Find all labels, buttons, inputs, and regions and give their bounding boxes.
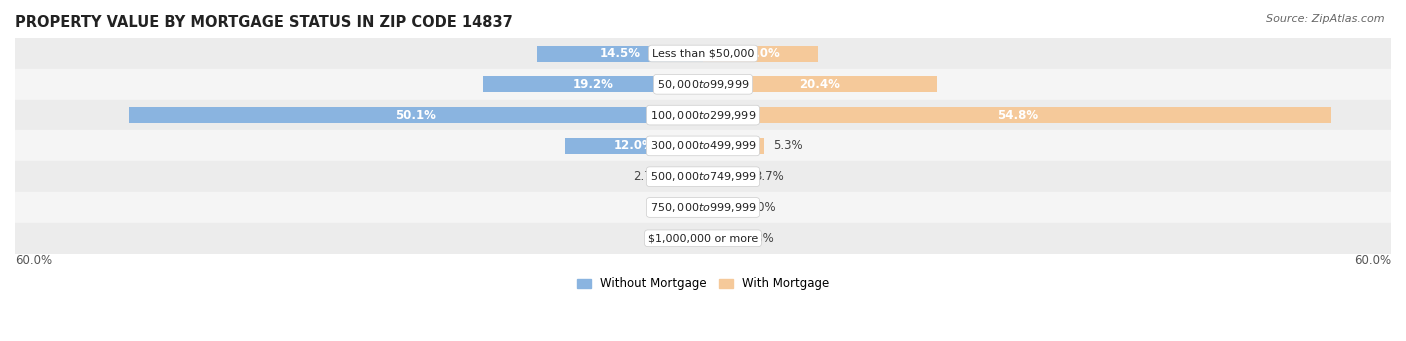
Text: 3.7%: 3.7% [755,170,785,183]
Bar [703,230,735,246]
Text: Source: ZipAtlas.com: Source: ZipAtlas.com [1267,14,1385,24]
Text: 60.0%: 60.0% [15,254,52,267]
Text: $100,000 to $299,999: $100,000 to $299,999 [650,108,756,122]
Bar [565,138,703,154]
Bar [15,161,1391,192]
Bar [15,69,1391,100]
Bar [703,107,1331,123]
Text: Less than $50,000: Less than $50,000 [652,48,754,59]
Legend: Without Mortgage, With Mortgage: Without Mortgage, With Mortgage [572,273,834,295]
Text: 54.8%: 54.8% [997,108,1038,122]
Bar [15,192,1391,223]
Bar [703,76,936,92]
Text: 50.1%: 50.1% [395,108,436,122]
Text: PROPERTY VALUE BY MORTGAGE STATUS IN ZIP CODE 14837: PROPERTY VALUE BY MORTGAGE STATUS IN ZIP… [15,15,513,30]
Text: 2.8%: 2.8% [744,232,775,245]
Text: 12.0%: 12.0% [614,139,655,152]
Text: 10.0%: 10.0% [740,47,780,60]
Text: 19.2%: 19.2% [572,78,613,91]
Bar [703,169,745,185]
Bar [703,199,737,216]
Text: 0.25%: 0.25% [654,201,690,214]
Bar [700,199,703,216]
Bar [128,107,703,123]
Text: $50,000 to $99,999: $50,000 to $99,999 [657,78,749,91]
Bar [688,230,703,246]
Text: 3.0%: 3.0% [747,201,776,214]
Text: 5.3%: 5.3% [773,139,803,152]
Bar [703,138,763,154]
Bar [537,45,703,61]
Bar [672,169,703,185]
Bar [703,45,818,61]
Text: 60.0%: 60.0% [1354,254,1391,267]
Text: $750,000 to $999,999: $750,000 to $999,999 [650,201,756,214]
Bar [15,223,1391,254]
Text: 1.3%: 1.3% [650,232,679,245]
Text: 20.4%: 20.4% [800,78,841,91]
Text: 14.5%: 14.5% [599,47,640,60]
Text: 2.7%: 2.7% [633,170,662,183]
Bar [482,76,703,92]
Bar [15,131,1391,161]
Text: $1,000,000 or more: $1,000,000 or more [648,233,758,243]
Bar [15,100,1391,131]
Bar [15,38,1391,69]
Text: $300,000 to $499,999: $300,000 to $499,999 [650,139,756,152]
Text: $500,000 to $749,999: $500,000 to $749,999 [650,170,756,183]
